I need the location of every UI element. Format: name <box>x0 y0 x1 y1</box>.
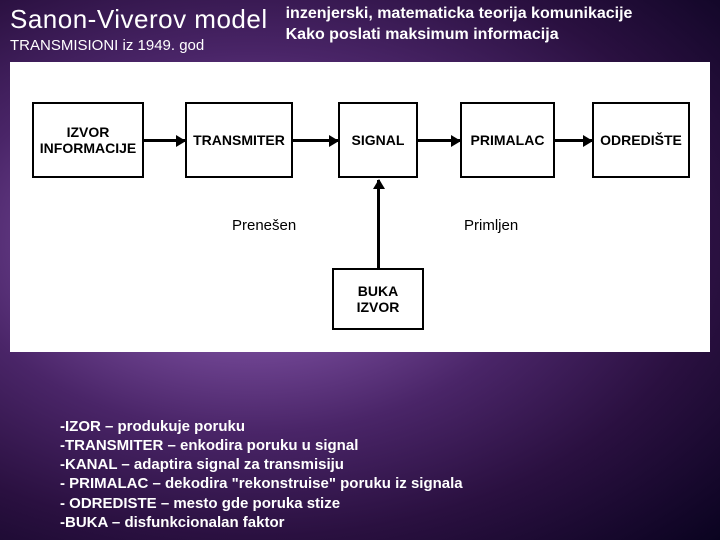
desc-line-1: inzenjerski, matematicka teorija komunik… <box>286 4 710 25</box>
flow-diagram: IZVORINFORMACIJE TRANSMITER SIGNAL PRIMALAC… <box>10 62 710 352</box>
node-izvor: IZVORINFORMACIJE <box>32 102 144 178</box>
note-line-1: -TRANSMITER – enkodira poruku u signal <box>60 436 463 455</box>
arrow-buka-signal <box>377 180 380 268</box>
node-signal: SIGNAL <box>338 102 418 178</box>
page-subtitle: TRANSMISIONI iz 1949. god <box>10 37 268 54</box>
header-left: Sanon-Viverov model TRANSMISIONI iz 1949… <box>10 4 268 54</box>
note-line-5: -BUKA – disfunkcionalan faktor <box>60 513 463 532</box>
arrow-izvor-transmiter <box>144 139 185 142</box>
node-transmiter: TRANSMITER <box>185 102 293 178</box>
diagram-label-1: Primljen <box>464 217 518 234</box>
node-buka: BUKAIZVOR <box>332 268 424 330</box>
note-line-4: - ODREDISTE – mesto gde poruka stize <box>60 494 463 513</box>
arrow-signal-primalac <box>418 139 460 142</box>
arrow-transmiter-signal <box>293 139 338 142</box>
node-odrediste: ODREDIŠTE <box>592 102 690 178</box>
diagram-label-0: Prenešen <box>232 217 296 234</box>
notes-list: -IZOR – produkuje poruku-TRANSMITER – en… <box>60 417 463 532</box>
node-primalac: PRIMALAC <box>460 102 555 178</box>
desc-line-2: Kako poslati maksimum informacija <box>286 25 710 46</box>
note-line-3: - PRIMALAC – dekodira "rekonstruise" por… <box>60 474 463 493</box>
header: Sanon-Viverov model TRANSMISIONI iz 1949… <box>0 0 720 56</box>
page-title: Sanon-Viverov model <box>10 4 268 35</box>
arrow-primalac-odrediste <box>555 139 592 142</box>
note-line-2: -KANAL – adaptira signal za transmisiju <box>60 455 463 474</box>
note-line-0: -IZOR – produkuje poruku <box>60 417 463 436</box>
header-desc: inzenjerski, matematicka teorija komunik… <box>268 4 710 54</box>
